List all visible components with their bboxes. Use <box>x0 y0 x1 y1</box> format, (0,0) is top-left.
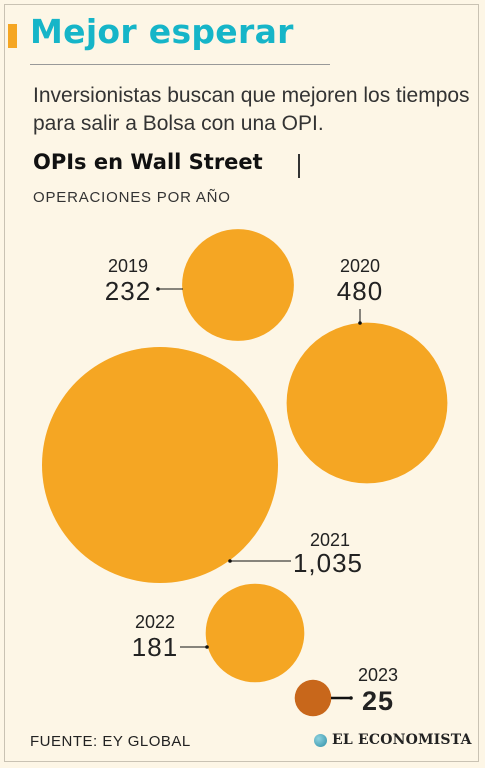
chart-subtitle: OPERACIONES POR AÑO <box>33 189 231 206</box>
bubble-2020 <box>286 322 448 484</box>
bubble-2022 <box>205 583 305 683</box>
page-subtitle: Inversionistas buscan que mejoren los ti… <box>33 84 470 135</box>
year-label-2021: 2021 <box>310 530 350 550</box>
bubble-2021 <box>42 347 278 583</box>
leader-dot-2023 <box>349 696 353 700</box>
accent-bar <box>8 24 17 48</box>
leader-dot-2019 <box>156 287 160 291</box>
title-divider <box>30 64 330 65</box>
value-label-2023: 25 <box>362 686 394 716</box>
leader-dot-2020 <box>358 321 362 325</box>
chart-title-separator <box>298 154 300 178</box>
chart-title: OPIs en Wall Street <box>33 150 263 174</box>
source-note: FUENTE: EY GLOBAL <box>30 733 191 750</box>
page-title: Mejor esperar <box>30 12 294 51</box>
value-label-2019: 232 <box>105 276 151 306</box>
logo-text: EL ECONOMISTA <box>332 732 472 748</box>
value-label-2020: 480 <box>337 276 383 306</box>
leader-dot-2021 <box>228 559 232 563</box>
bubble-2019 <box>182 229 294 341</box>
logo-globe-icon <box>314 733 327 747</box>
value-label-2021: 1,035 <box>293 548 363 578</box>
leader-dot-2022 <box>205 645 209 649</box>
year-label-2020: 2020 <box>340 256 380 276</box>
value-label-2022: 181 <box>132 632 178 662</box>
year-label-2019: 2019 <box>108 256 148 276</box>
publisher-logo: EL ECONOMISTA <box>314 732 472 748</box>
year-label-2022: 2022 <box>135 612 175 632</box>
bubble-2023 <box>294 679 332 717</box>
year-label-2023: 2023 <box>358 665 398 685</box>
